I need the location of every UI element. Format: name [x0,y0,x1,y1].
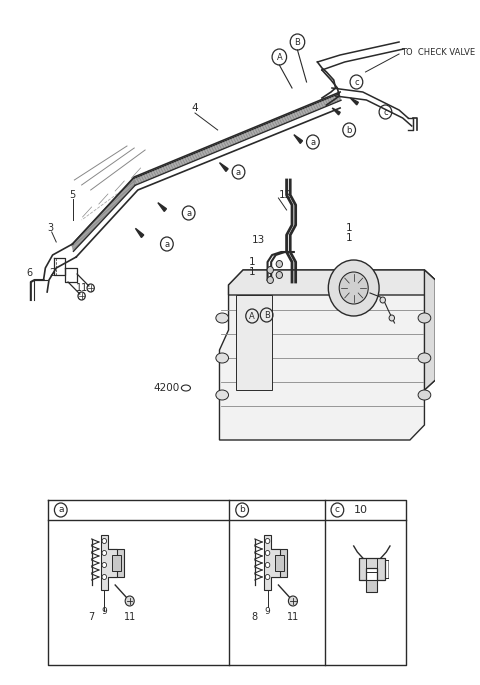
Polygon shape [294,135,302,143]
Circle shape [328,260,379,316]
Text: c: c [354,77,359,86]
Polygon shape [219,162,228,171]
Ellipse shape [418,353,431,363]
Polygon shape [135,228,144,238]
Text: A: A [276,53,282,62]
Text: 13: 13 [252,235,265,245]
Text: 3: 3 [47,223,53,233]
Polygon shape [275,555,284,571]
Ellipse shape [418,390,431,400]
Text: 1: 1 [346,233,352,243]
Text: b: b [239,506,245,514]
Polygon shape [264,535,280,590]
Text: b: b [347,125,352,134]
Polygon shape [359,558,384,580]
Circle shape [265,551,270,556]
Polygon shape [219,270,435,440]
Text: c: c [383,108,388,116]
Polygon shape [424,270,435,390]
Polygon shape [236,295,272,390]
Text: 1: 1 [249,257,255,267]
Circle shape [288,596,298,606]
Ellipse shape [216,390,228,400]
Text: 4200: 4200 [153,383,180,393]
Polygon shape [101,535,117,590]
Circle shape [125,596,134,606]
Polygon shape [228,270,435,295]
Text: a: a [58,506,63,514]
Text: a: a [236,168,241,177]
Polygon shape [332,108,340,115]
Text: a: a [311,138,315,147]
Polygon shape [158,203,167,212]
Polygon shape [350,98,359,105]
Polygon shape [111,555,120,571]
Circle shape [339,272,368,304]
Text: 10: 10 [354,505,368,515]
Text: 1: 1 [249,267,255,277]
Text: 12: 12 [278,190,292,200]
Circle shape [265,575,270,580]
Text: B: B [295,38,300,47]
Circle shape [389,315,395,321]
Text: A: A [249,312,255,321]
Text: 1: 1 [346,223,352,233]
Text: c: c [335,506,340,514]
Text: 11: 11 [287,612,299,622]
Circle shape [102,575,107,580]
Text: 11: 11 [75,283,88,293]
Text: 6: 6 [27,268,33,278]
Circle shape [267,277,274,284]
Text: 5: 5 [70,190,76,200]
Ellipse shape [216,313,228,323]
Ellipse shape [216,353,228,363]
Polygon shape [108,549,124,577]
Circle shape [276,260,283,268]
Circle shape [276,271,283,279]
Circle shape [102,551,107,556]
Text: 7: 7 [88,612,95,622]
Circle shape [102,562,107,567]
Text: a: a [164,240,169,249]
Ellipse shape [418,313,431,323]
Text: 8: 8 [252,612,258,622]
Polygon shape [271,549,288,577]
Circle shape [102,538,107,543]
Text: a: a [186,208,191,218]
Text: 11: 11 [123,612,136,622]
Text: TO  CHECK VALVE: TO CHECK VALVE [401,47,475,56]
Text: 4: 4 [192,103,198,113]
Circle shape [265,538,270,543]
Text: B: B [264,310,270,319]
Text: 2: 2 [49,268,56,278]
Circle shape [265,562,270,567]
Polygon shape [366,580,377,592]
Circle shape [267,266,274,273]
Text: 9: 9 [264,606,270,616]
Text: 9: 9 [101,606,107,616]
Circle shape [380,297,385,303]
